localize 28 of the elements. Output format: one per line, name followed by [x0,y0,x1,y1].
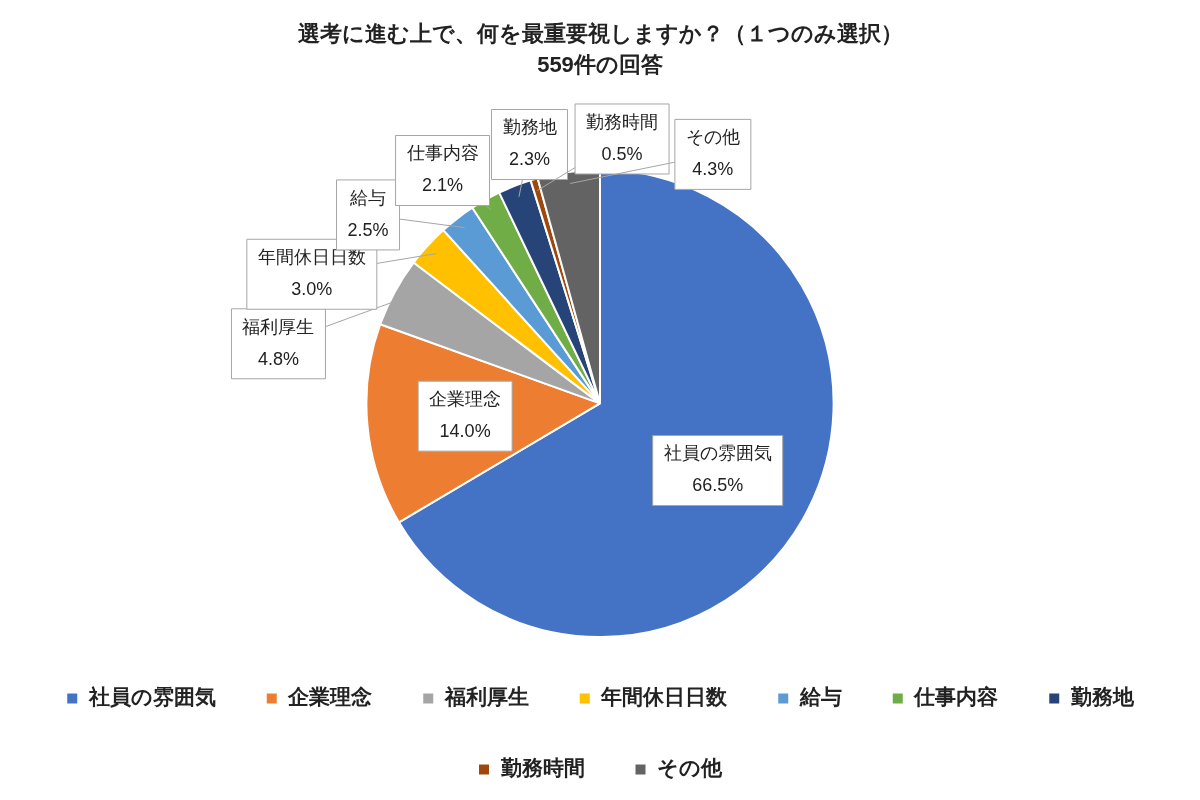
slice-label: 社員の雰囲気 [663,443,772,464]
data-label: 4.8% [257,348,299,369]
slice-label: 仕事内容 [405,143,479,164]
legend-label: 勤務時間 [499,756,585,780]
legend-label: 年間休日日数 [600,685,729,709]
legend-label: 企業理念 [287,685,373,709]
slice-label: 勤務時間 [586,111,659,132]
legend-label: 社員の雰囲気 [87,685,216,709]
data-label: 3.0% [291,279,333,300]
chart-title: 選考に進む上で、何を最重要視しますか？（１つのみ選択） [297,21,903,47]
legend-label: その他 [657,756,723,780]
legend-label: 給与 [798,685,842,709]
legend-label: 仕事内容 [913,685,999,709]
data-label: 2.3% [509,149,551,170]
chart-subtitle: 559件の回答 [537,51,663,77]
slice-label: 勤務地 [502,117,557,138]
data-label: 4.3% [692,159,734,180]
slice-label: その他 [685,127,740,148]
slice-label: 給与 [349,187,387,208]
data-label: 2.1% [422,175,464,196]
slice-label: 福利厚生 [242,316,315,337]
data-label: 66.5% [692,475,744,496]
data-label: 0.5% [601,143,643,164]
legend-label: 福利厚生 [443,685,529,709]
slice-label: 企業理念 [429,389,502,410]
legend-label: 勤務地 [1069,685,1135,709]
data-label: 14.0% [439,421,491,442]
data-label: 2.5% [347,219,389,240]
